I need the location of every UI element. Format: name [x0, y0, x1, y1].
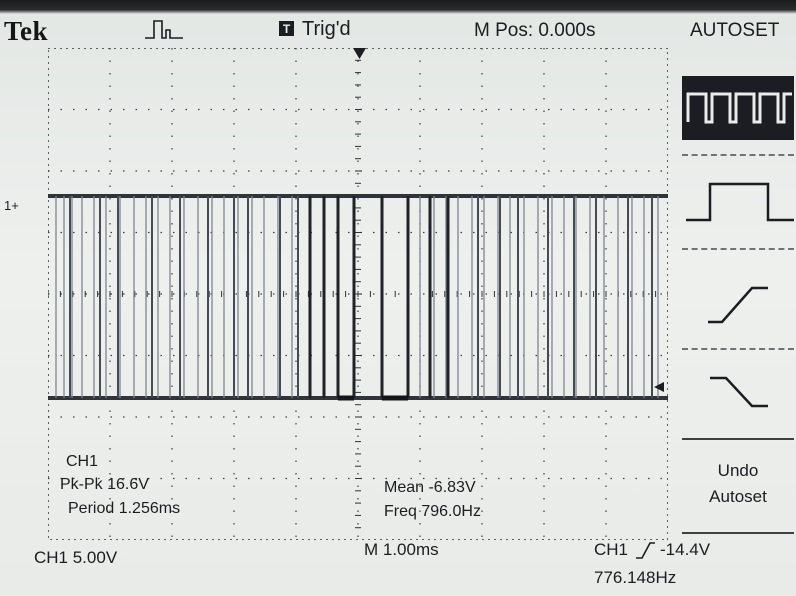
menu-separator: [682, 348, 794, 350]
trigger-source: CH1: [594, 540, 629, 559]
measurement-frequency: Freq 796.0Hz: [384, 503, 481, 520]
timebase-readout: M 1.00ms: [364, 540, 439, 559]
trigger-status: Trig'd: [302, 18, 351, 40]
measurement-channel: CH1: [66, 453, 99, 470]
undo-autoset-button[interactable]: Undo Autoset: [682, 458, 794, 510]
single-cycle-square-wave-icon: [686, 182, 794, 222]
menu-divider: [682, 438, 794, 440]
measurement-mean: Mean -6.83V: [384, 479, 476, 496]
rising-edge-icon: [708, 286, 768, 324]
menu-separator: [682, 154, 794, 156]
ch1-trace: [48, 194, 668, 401]
status-bar: Tek T Trig'd M Pos: 0.000s AUTOSET: [0, 14, 796, 46]
trigger-level: -14.4V: [660, 540, 711, 559]
autoset-option-rising-edge[interactable]: [682, 262, 794, 338]
trace-center-pulses: [308, 196, 450, 398]
ch1-ground-marker: 1+: [4, 198, 19, 213]
waveform-graticule: [48, 48, 668, 540]
undo-label-line1: Undo: [717, 461, 759, 480]
horizontal-position: M Pos: 0.000s: [474, 20, 596, 41]
menu-separator: [682, 248, 794, 250]
autoset-option-single-cycle[interactable]: [682, 166, 794, 236]
measurement-period: Period 1.256ms: [68, 500, 181, 517]
trigger-position-marker: [353, 48, 366, 59]
undo-label-line2: Autoset: [709, 487, 767, 506]
autoset-menu: Undo Autoset: [682, 70, 796, 540]
menu-divider: [682, 532, 794, 534]
trigger-badge-icon: T: [279, 21, 294, 36]
trace-persistence-edges: [55, 196, 659, 398]
rising-slope-icon: [636, 542, 655, 559]
trigger-level-arrow-icon: [654, 382, 664, 392]
trigger-frequency-readout: 776.148Hz: [594, 568, 677, 587]
autoset-option-falling-edge[interactable]: [682, 360, 794, 430]
pulse-waveform-icon: [145, 20, 183, 39]
ch1-volts-per-div: CH1 5.00V: [34, 548, 118, 567]
falling-edge-icon: [710, 376, 768, 408]
display-bezel: [0, 0, 796, 14]
autoset-option-multi-cycle[interactable]: [682, 76, 794, 140]
multi-cycle-square-wave-icon: [686, 92, 792, 124]
autoset-menu-title: AUTOSET: [690, 20, 780, 41]
brand-logo: Tek: [4, 16, 49, 46]
measurement-pk-pk: Pk-Pk 16.6V: [60, 476, 149, 493]
